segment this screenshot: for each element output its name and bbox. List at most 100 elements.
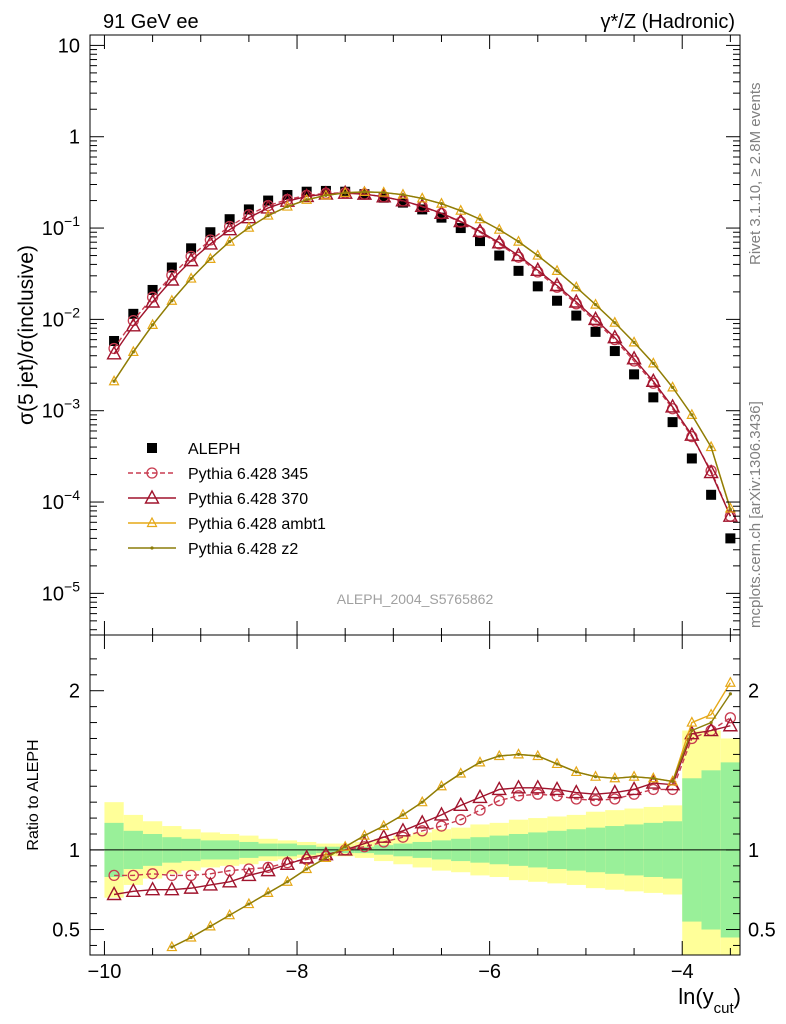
point-z2 (131, 350, 135, 354)
legend-marker-ambt1 (146, 516, 158, 528)
point-ambt1 (532, 249, 544, 260)
point-p370 (568, 784, 584, 799)
ratio-x-tick-label: −10 (87, 961, 121, 983)
legend-label-p345: Pythia 6.428 345 (188, 466, 308, 483)
point-z2 (516, 240, 521, 244)
point-data (147, 284, 158, 295)
point-p370 (260, 199, 276, 214)
point-z2 (401, 193, 405, 197)
point-data (455, 223, 466, 234)
point-p370 (125, 882, 142, 898)
point-p370 (183, 252, 199, 267)
point-z2 (690, 413, 694, 417)
point-z2 (228, 240, 232, 244)
point-p370 (703, 722, 719, 737)
point-z2 (266, 891, 270, 895)
point-p345 (532, 788, 544, 800)
point-p370 (626, 780, 642, 796)
main-y-tick-label: 1 (69, 127, 80, 149)
point-ambt1 (551, 264, 563, 275)
point-z2 (285, 880, 290, 884)
point-z2 (420, 196, 424, 201)
point-z2 (382, 190, 386, 195)
point-p370 (221, 873, 238, 888)
point-z2 (574, 770, 578, 774)
point-p345 (243, 863, 255, 875)
point-z2 (459, 771, 463, 776)
point-p345 (397, 831, 409, 843)
point-p370 (510, 779, 527, 794)
point-z2 (536, 253, 540, 258)
point-p345 (127, 869, 139, 882)
point-p370 (395, 822, 411, 837)
point-p370 (183, 879, 199, 894)
point-p345 (724, 712, 737, 724)
point-z2 (170, 945, 174, 949)
point-p370 (144, 881, 161, 896)
series-line-z2 (113, 191, 732, 510)
point-data (186, 243, 197, 254)
main-y-axis-label: σ(5 jet)/σ(inclusive) (15, 245, 38, 425)
point-ambt1 (166, 294, 178, 305)
point-z2 (497, 754, 501, 758)
point-p370 (164, 881, 180, 896)
point-ambt1 (628, 770, 640, 781)
point-data (686, 453, 697, 464)
legend-marker-p370 (144, 489, 160, 504)
point-p370 (453, 796, 469, 812)
point-z2 (536, 754, 540, 758)
point-data (378, 192, 389, 203)
point-z2 (324, 856, 328, 860)
point-data (571, 310, 582, 321)
point-data (475, 236, 485, 247)
point-p345 (647, 783, 659, 796)
legend-label-p370: Pythia 6.428 370 (188, 491, 308, 508)
point-z2 (247, 226, 251, 230)
point-p345 (416, 825, 428, 837)
ratio-y-tick-label: 0.5 (52, 920, 80, 942)
point-data (590, 326, 601, 337)
point-data (629, 369, 640, 380)
point-z2 (382, 824, 386, 828)
point-p370 (433, 204, 450, 220)
ratio-x-tick-label: −8 (286, 961, 309, 983)
point-z2 (189, 276, 193, 281)
point-ambt1 (647, 357, 659, 368)
point-data (205, 227, 216, 238)
point-data (609, 346, 620, 357)
point-z2 (305, 198, 309, 202)
point-ambt1 (590, 298, 602, 309)
point-ambt1 (224, 235, 236, 246)
point-ambt1 (705, 440, 717, 452)
point-p370 (472, 222, 488, 238)
legend-marker-z2 (150, 546, 154, 550)
main-axes: 10 1 10−1 10−2 10−3 10−4 10−5 (42, 35, 740, 635)
ratio-y-tick-label-right: 1 (748, 840, 759, 862)
point-p370 (703, 464, 719, 479)
point-p370 (318, 846, 334, 861)
ratio-y-tick-label: 2 (69, 681, 80, 703)
point-p370 (221, 221, 238, 236)
point-p370 (530, 261, 546, 276)
point-z2 (362, 190, 367, 194)
point-data (224, 214, 235, 225)
ratio-series-group (106, 676, 739, 952)
point-data (532, 281, 543, 292)
ratio-uncertainty-bands (90, 730, 740, 955)
point-z2 (247, 902, 251, 906)
point-z2 (651, 361, 655, 365)
point-p345 (570, 793, 582, 805)
point-ambt1 (705, 708, 717, 719)
point-p370 (376, 828, 392, 843)
point-p370 (568, 293, 584, 308)
ratio-y-axis-label: Ratio to ALEPH (25, 739, 42, 850)
point-data (166, 262, 177, 273)
point-p345 (609, 793, 621, 805)
legend: ALEPH Pythia 6.428 345 Pythia 6.428 370 Pyt… (128, 441, 326, 558)
mcplots-reference-label: mcplots.cern.ch [arXiv:1306.3436] (747, 401, 764, 628)
ratio-frame (89, 634, 741, 956)
series-line-p370 (113, 192, 732, 517)
point-data (667, 417, 678, 428)
point-p345 (551, 790, 563, 802)
point-z2 (112, 379, 116, 383)
